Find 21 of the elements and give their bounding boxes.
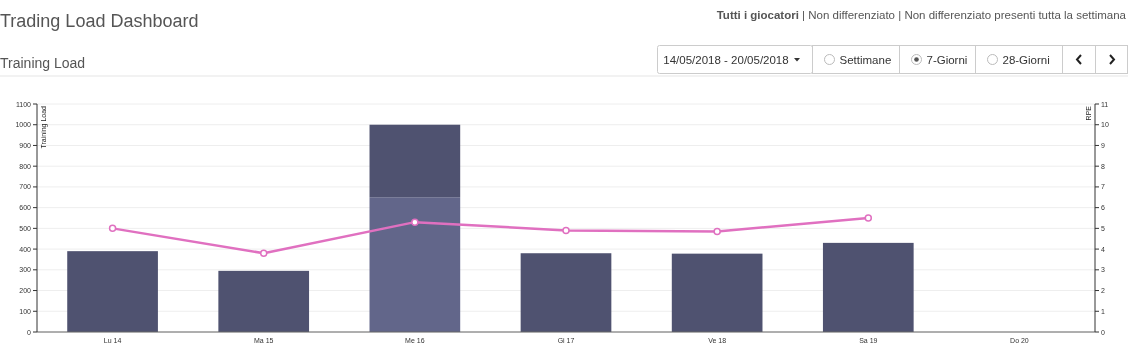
bar [67,251,158,332]
radio-button: 7-Giorni [899,45,976,74]
point [562,226,570,235]
point [713,227,721,236]
point [108,224,117,233]
bar [218,270,310,332]
bar [369,197,461,332]
radio-button: 28-Giorni [975,45,1063,74]
bar [520,253,612,332]
chart-subtitle: Training Load [0,55,86,71]
point [259,249,268,257]
bar [369,124,461,198]
text: Tutti i giocatori [716,9,799,21]
radio-button: Settimane [812,45,900,74]
date-range-dropdown: 14/05/2018 - 20/05/2018 [657,45,813,74]
point [864,214,873,222]
point [411,218,419,226]
chart-title: Trading Load Dashboard [0,11,199,31]
text: | Non differenziato | Non differenziato presenti tutta la settimana [802,9,1127,21]
bar [671,253,763,332]
bar [822,242,914,332]
